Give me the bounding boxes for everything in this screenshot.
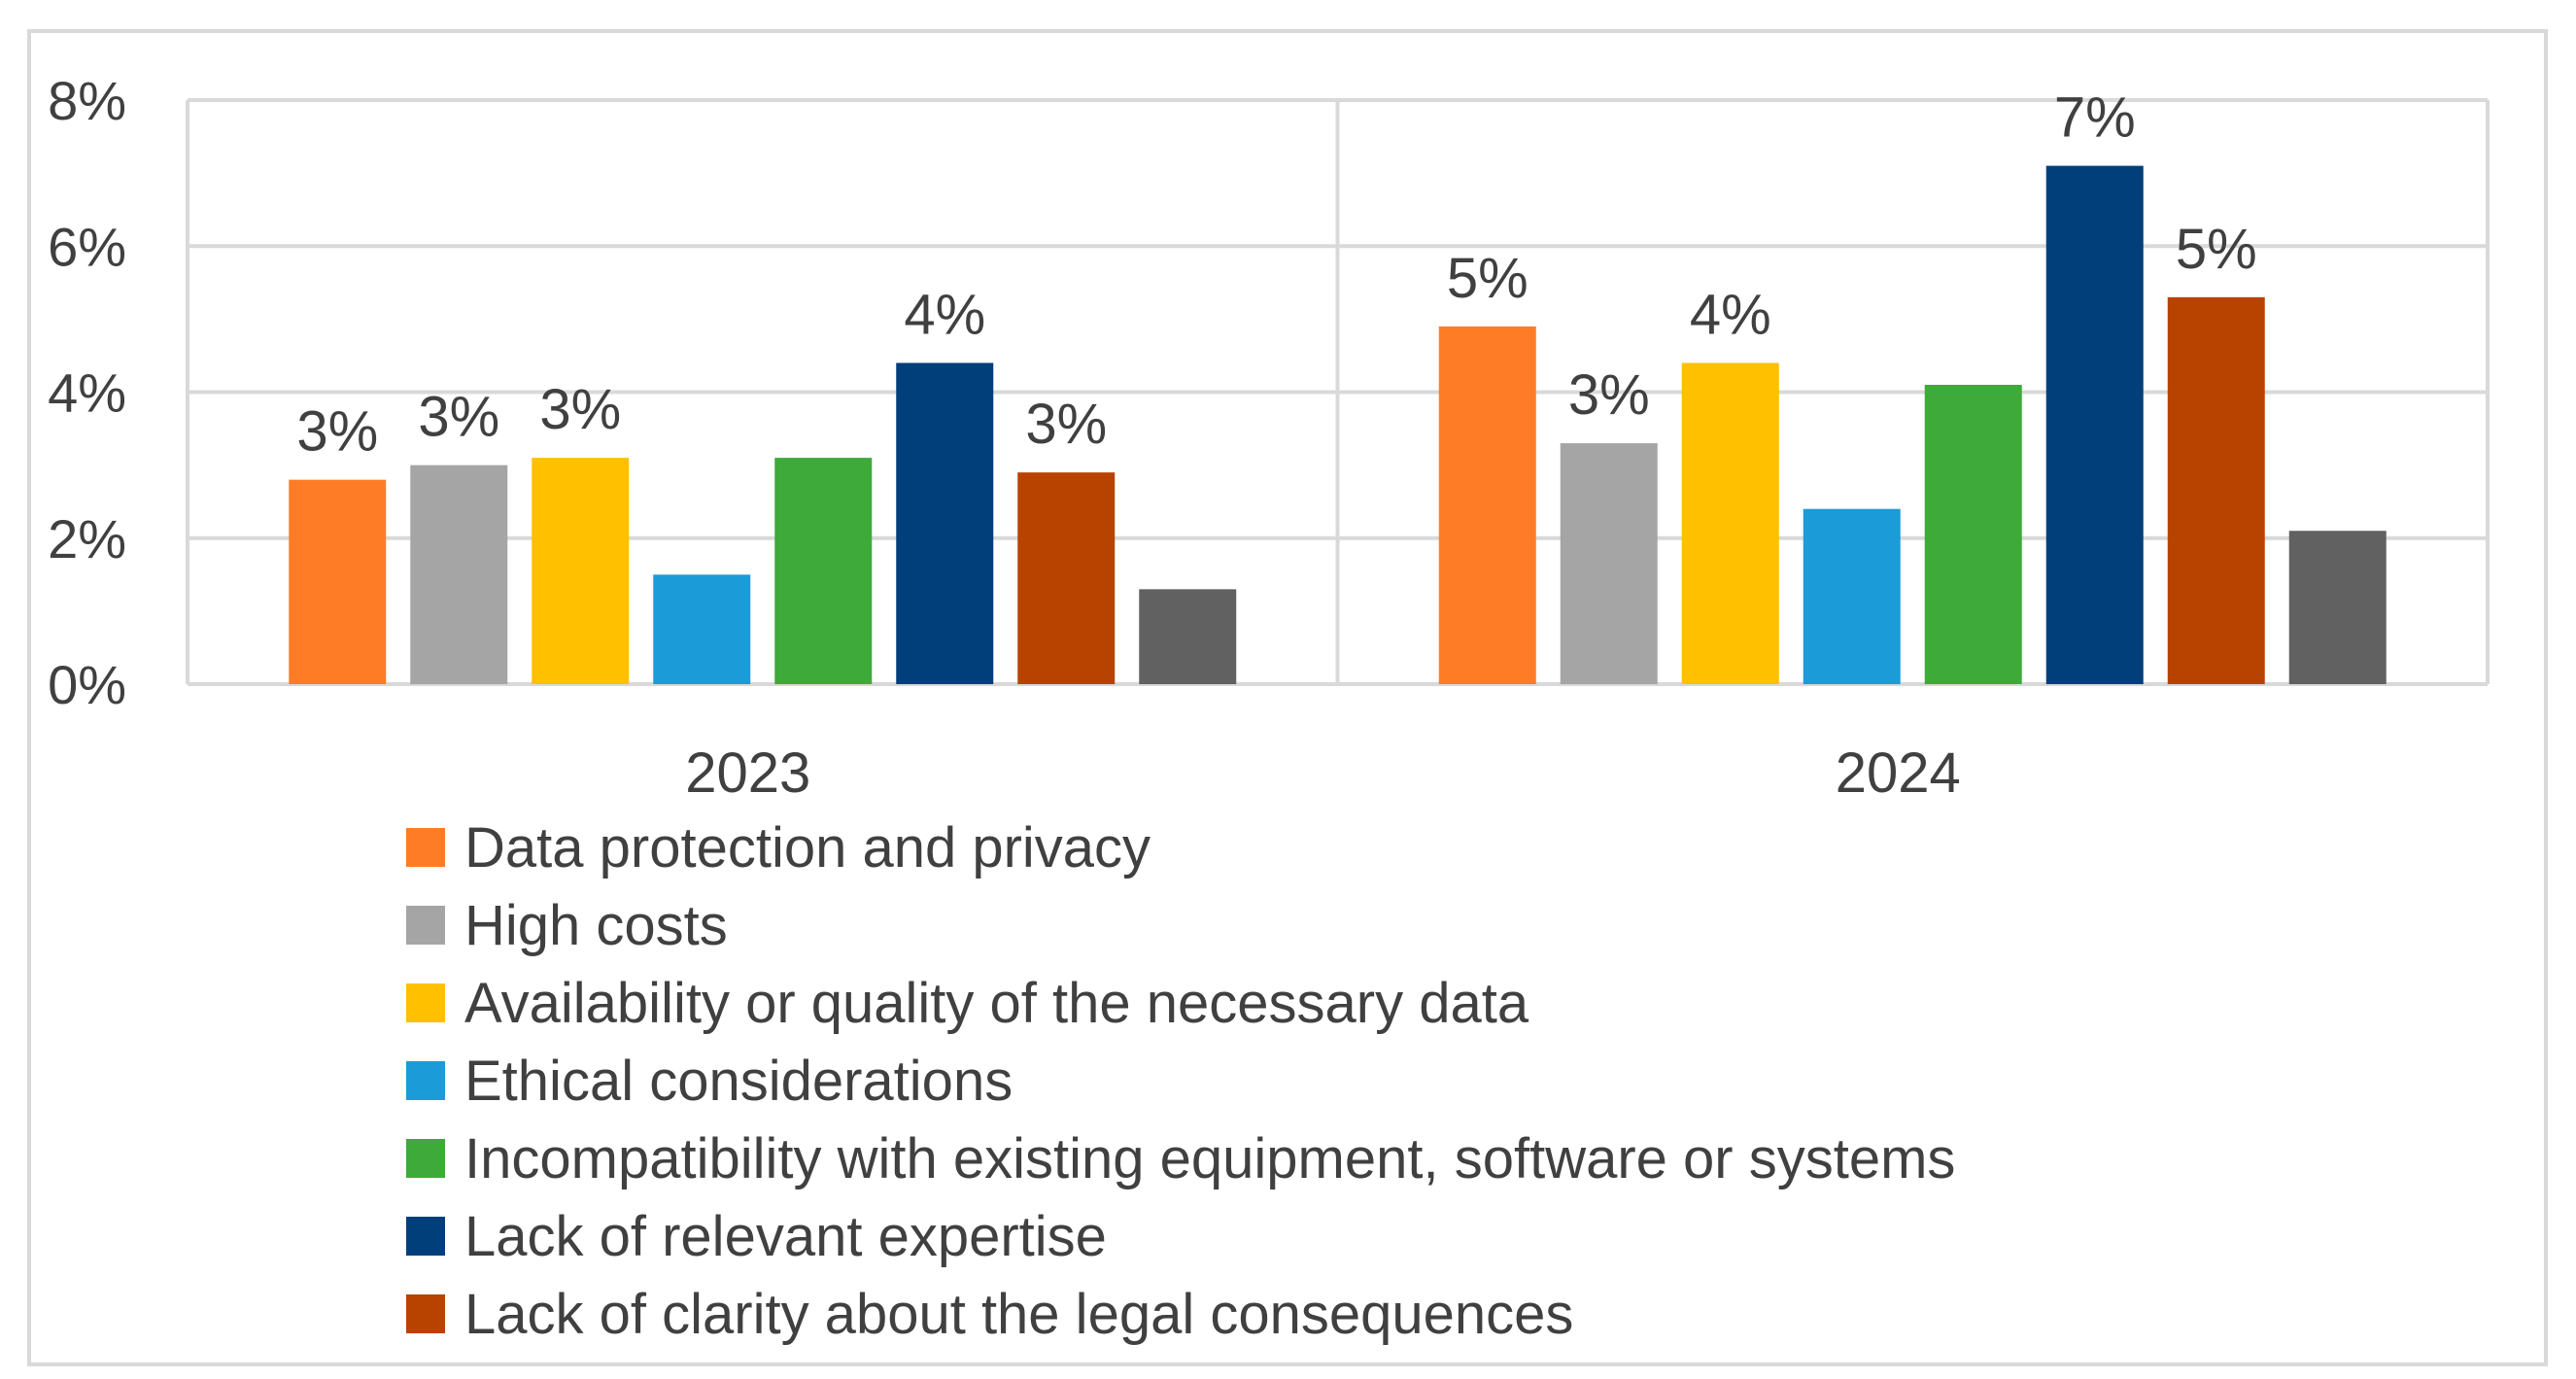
data-label: 4% bbox=[1690, 283, 1771, 346]
x-axis-categories: 2023 2024 bbox=[685, 741, 1961, 805]
bar-2023-series-6 bbox=[896, 362, 994, 684]
data-label: 3% bbox=[1025, 393, 1107, 456]
legend: Data protection and privacy High costs Ava… bbox=[406, 816, 1955, 1346]
y-tick-label: 0% bbox=[48, 654, 126, 715]
bar-2023-series-1 bbox=[289, 479, 387, 684]
bar-2023-series-7 bbox=[1017, 472, 1116, 684]
legend-swatch bbox=[406, 906, 445, 945]
bar-2024-series-1 bbox=[1438, 326, 1536, 684]
legend-swatch bbox=[406, 828, 445, 867]
y-tick-label: 2% bbox=[48, 508, 126, 569]
legend-swatch bbox=[406, 1294, 445, 1333]
bar-2024-series-8 bbox=[2288, 531, 2387, 684]
data-label: 4% bbox=[904, 283, 985, 346]
bar-2023-series-2 bbox=[410, 465, 508, 684]
bar-2024-series-4 bbox=[1803, 508, 1901, 684]
data-label: 3% bbox=[296, 400, 378, 464]
legend-label: High costs bbox=[464, 894, 728, 957]
bar-2023-series-4 bbox=[653, 574, 751, 684]
bar-2024-series-2 bbox=[1560, 443, 1658, 684]
legend-swatch bbox=[406, 1061, 445, 1100]
data-labels: 3% 3% 3% 4% 3% 5% 3% 4% 7% 5% bbox=[296, 86, 2256, 464]
bar-2023-series-5 bbox=[774, 458, 873, 684]
legend-label: Lack of relevant expertise bbox=[464, 1205, 1107, 1268]
x-category-label: 2023 bbox=[685, 741, 810, 805]
y-axis-ticks: 0% 2% 4% 6% 8% bbox=[48, 70, 126, 715]
bars bbox=[289, 165, 2387, 685]
data-label: 3% bbox=[1568, 363, 1650, 427]
data-label: 3% bbox=[539, 378, 621, 441]
bar-2024-series-3 bbox=[1681, 362, 1779, 684]
bar-2023-series-8 bbox=[1139, 589, 1237, 684]
bar-2024-series-6 bbox=[2045, 165, 2144, 685]
bar-2023-series-3 bbox=[532, 458, 630, 684]
data-label: 5% bbox=[1447, 247, 1528, 310]
y-tick-label: 8% bbox=[48, 70, 126, 131]
bar-2024-series-5 bbox=[1924, 384, 2022, 684]
legend-swatch bbox=[406, 1139, 445, 1178]
legend-label: Lack of clarity about the legal conseque… bbox=[464, 1283, 1573, 1346]
data-label: 3% bbox=[418, 386, 499, 449]
legend-label: Data protection and privacy bbox=[464, 816, 1151, 879]
legend-label: Availability or quality of the necessary… bbox=[464, 972, 1529, 1035]
legend-label: Incompatibility with existing equipment,… bbox=[464, 1127, 1955, 1190]
x-category-label: 2024 bbox=[1836, 741, 1961, 805]
legend-label: Ethical considerations bbox=[464, 1050, 1013, 1113]
data-label: 7% bbox=[2054, 86, 2136, 150]
data-label: 5% bbox=[2176, 218, 2257, 281]
y-tick-label: 4% bbox=[48, 362, 126, 424]
legend-swatch bbox=[406, 1217, 445, 1256]
legend-swatch bbox=[406, 983, 445, 1022]
y-tick-label: 6% bbox=[48, 216, 126, 277]
bar-2024-series-7 bbox=[2167, 296, 2265, 684]
